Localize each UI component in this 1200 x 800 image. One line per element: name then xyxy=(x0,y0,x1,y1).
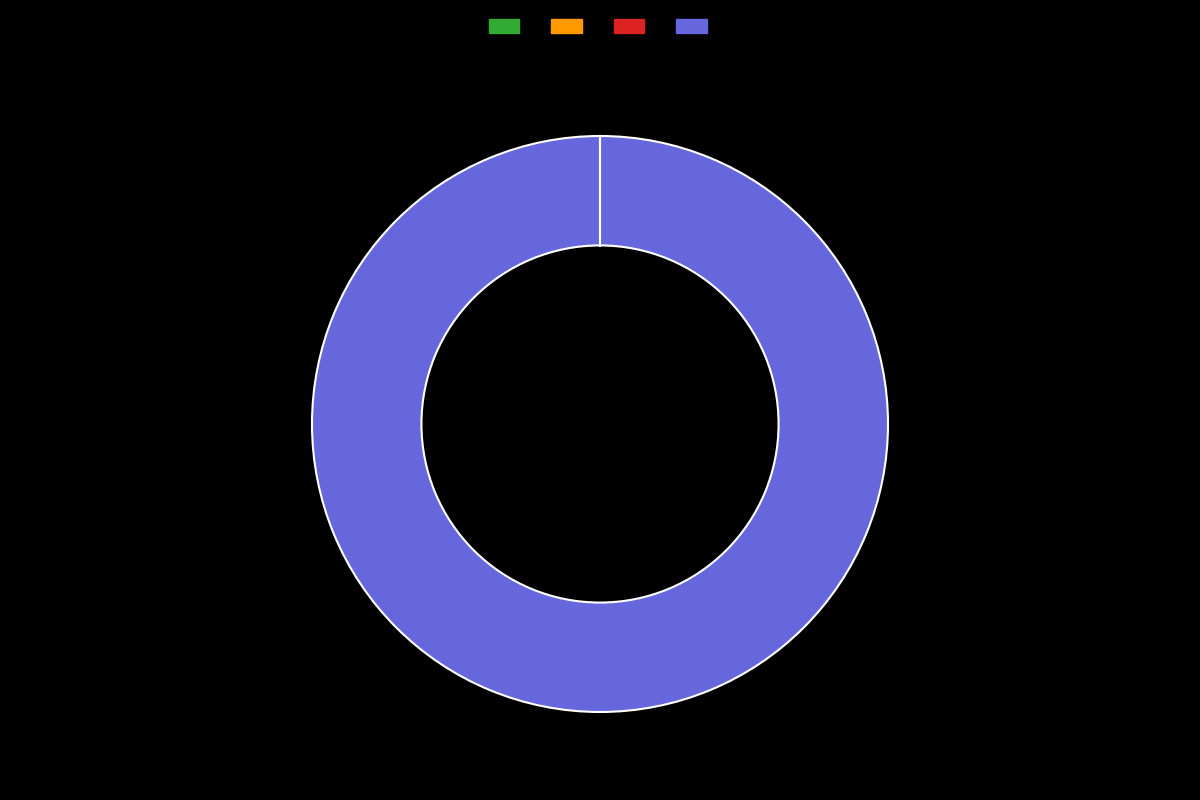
Legend: , , , : , , , xyxy=(484,14,716,39)
Wedge shape xyxy=(312,136,888,712)
